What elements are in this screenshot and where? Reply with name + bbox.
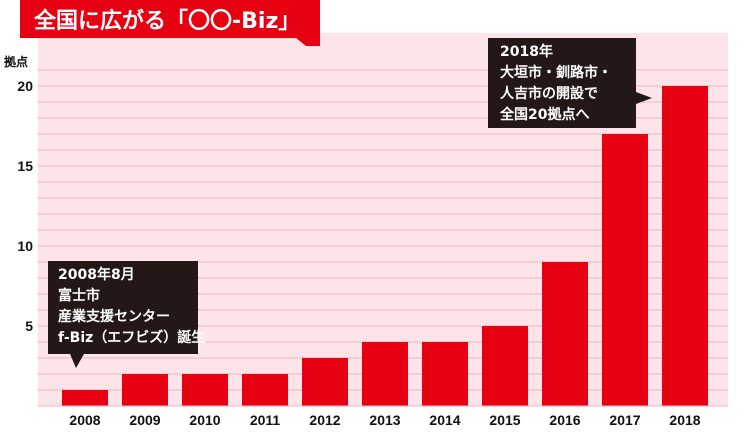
y-tick-label: 5 [25, 318, 33, 334]
x-tick-label: 2018 [669, 412, 700, 428]
x-tick-label: 2008 [69, 412, 100, 428]
x-tick-label: 2009 [129, 412, 160, 428]
callout-line: 全国20拠点へ [499, 106, 589, 123]
x-tick-labels: 2008 2009 2010 2011 2012 2013 2014 2015 2016 2017… [69, 412, 700, 428]
y-axis-unit-label: 拠点 [4, 54, 28, 69]
bar-2008 [62, 390, 108, 406]
x-tick-label: 2014 [429, 412, 460, 428]
bar-2018 [662, 86, 708, 406]
y-tick-label: 15 [17, 158, 33, 174]
callout-line: 2018年 [500, 43, 553, 60]
bars [62, 86, 708, 406]
y-tick-label: 10 [17, 238, 33, 254]
x-tick-label: 2016 [549, 412, 580, 428]
bar-2011 [242, 374, 288, 406]
chart-title-banner: 全国に広がる「〇〇-Biz」 [20, 0, 320, 46]
title-background [20, 0, 320, 46]
x-tick-label: 2017 [609, 412, 640, 428]
chart-title: 全国に広がる「〇〇-Biz」 [33, 8, 300, 34]
x-tick-label: 2015 [489, 412, 520, 428]
x-tick-label: 2012 [309, 412, 340, 428]
bar-2015 [482, 326, 528, 406]
x-tick-label: 2010 [189, 412, 220, 428]
callout-line: f-Biz（エフビズ）誕生 [58, 329, 205, 346]
bar-2016 [542, 262, 588, 406]
callout-box [48, 261, 198, 354]
callout-line: 大垣市・釧路市・ [500, 64, 612, 81]
y-tick-labels: 5 10 15 20 [17, 78, 33, 334]
callout-line: 人吉市の開設で [500, 85, 598, 102]
callout-pointer [70, 354, 84, 368]
callout-line: 産業支援センター [58, 308, 170, 325]
x-tick-label: 2011 [250, 412, 281, 428]
y-tick-label: 20 [17, 78, 33, 94]
callout-pointer [636, 92, 652, 104]
callout-box [488, 38, 636, 128]
callout-line: 富士市 [58, 287, 100, 304]
bar-2012 [302, 358, 348, 406]
x-tick-label: 2013 [369, 412, 400, 428]
bar-2013 [362, 342, 408, 406]
bar-2010 [182, 374, 228, 406]
bar-2017 [602, 134, 648, 406]
bar-2009 [122, 374, 168, 406]
callout-line: 2008年8月 [58, 266, 135, 283]
bar-2014 [422, 342, 468, 406]
